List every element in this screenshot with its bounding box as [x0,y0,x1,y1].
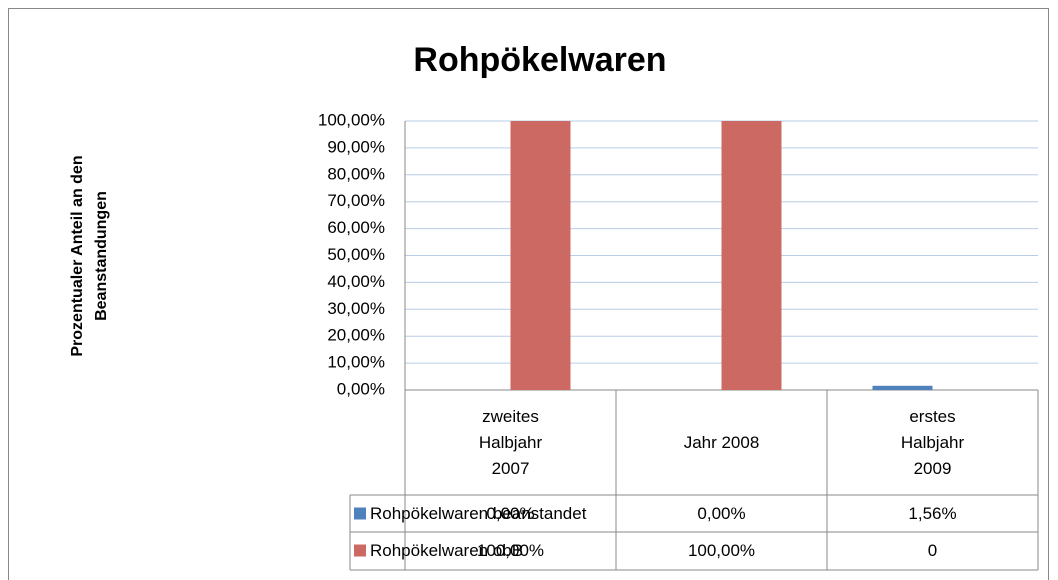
table-value: 0,00% [486,504,534,523]
y-axis-title: Prozentualer Anteil an den Beanstandunge… [69,155,110,357]
legend-key [354,544,366,557]
x-tick-label: erstes Halbjahr 2009 [827,390,1038,495]
y-tick-label: 0,00% [337,379,385,398]
category-text: zweites Halbjahr 2007 [478,406,543,478]
bar [872,385,933,390]
table-value: 0 [928,541,937,560]
bar [721,121,782,390]
x-tick-label: zweites Halbjahr 2007 [405,390,616,495]
category-text: Jahr 2008 [683,432,760,452]
y-tick-label: 70,00% [327,191,385,210]
chart-border [8,8,1049,580]
table-value: 0,00% [697,504,745,523]
y-tick-label: 30,00% [327,299,385,318]
legend-label: Rohpökelwaren obB [370,541,523,560]
table-value: 100,00% [477,541,544,560]
bar [510,121,571,390]
y-tick-label: 40,00% [327,272,385,291]
y-tick-label: 100,00% [318,110,385,129]
table-value: 1,56% [908,504,956,523]
legend-key [354,507,366,520]
y-tick-label: 10,00% [327,353,385,372]
y-tick-label: 80,00% [327,164,385,183]
category-text: erstes Halbjahr 2009 [900,406,965,478]
y-tick-label: 90,00% [327,137,385,156]
table-value: 100,00% [688,541,755,560]
y-tick-label: 20,00% [327,326,385,345]
x-tick-label: Jahr 2008 [616,390,827,495]
y-tick-label: 60,00% [327,218,385,237]
y-tick-label: 50,00% [327,245,385,264]
legend-label: Rohpökelwaren beanstandet [370,504,587,523]
chart-title: Rohpökelwaren [413,41,666,79]
